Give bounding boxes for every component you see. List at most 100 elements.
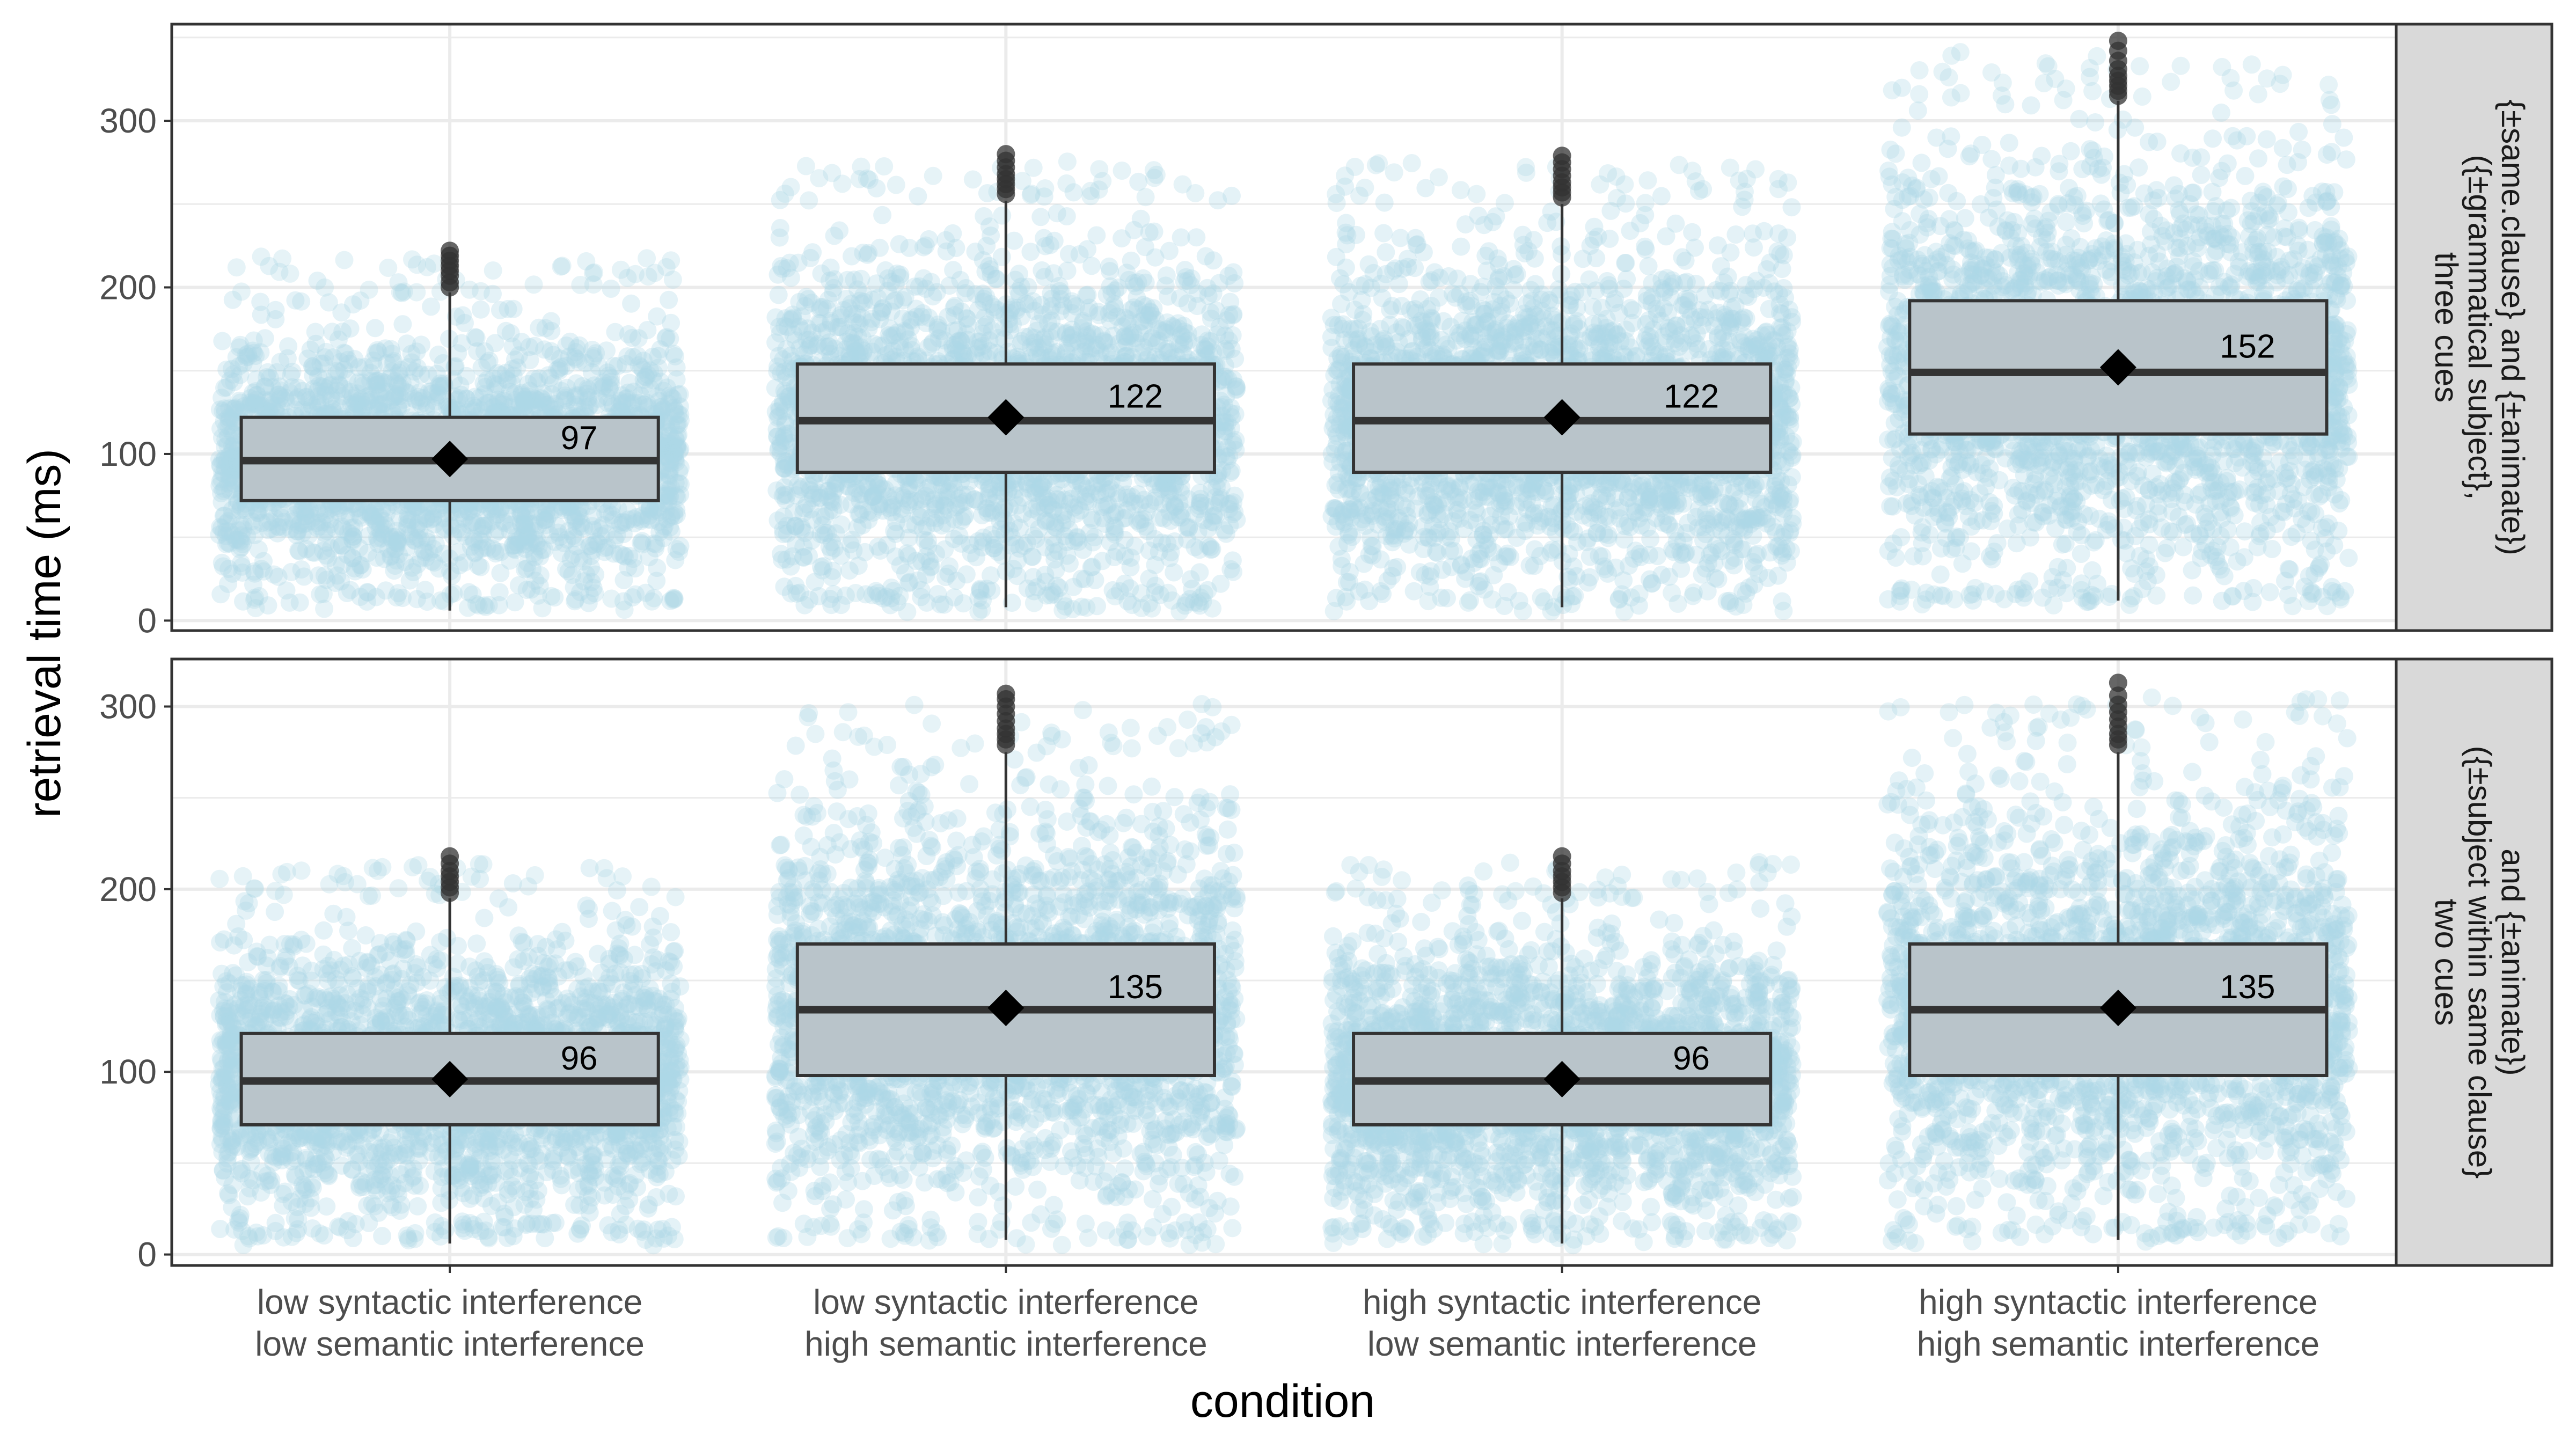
data-point (295, 515, 313, 533)
data-point (1027, 530, 1045, 548)
data-point (429, 346, 448, 364)
data-point (481, 500, 499, 518)
data-point (606, 323, 624, 341)
data-point (622, 295, 640, 313)
data-point (228, 258, 246, 276)
data-point (1031, 208, 1050, 226)
outlier-point (441, 241, 459, 260)
data-point (292, 560, 311, 579)
data-point (1058, 262, 1077, 280)
data-point (585, 264, 603, 282)
data-point (386, 539, 405, 558)
data-point (589, 535, 608, 553)
data-point (484, 369, 502, 387)
data-point (211, 585, 230, 603)
data-point (360, 281, 378, 299)
data-point (643, 592, 661, 611)
data-point (464, 530, 482, 548)
data-point (314, 585, 333, 603)
data-point (537, 319, 555, 338)
data-point (654, 529, 672, 547)
data-point (525, 275, 543, 294)
data-point (1100, 258, 1118, 276)
data-point (774, 487, 792, 505)
data-point (369, 343, 387, 361)
data-point (568, 339, 586, 357)
data-point (368, 529, 386, 547)
data-point (472, 282, 490, 301)
data-point (316, 279, 334, 297)
data-point (1122, 548, 1140, 567)
data-point (534, 384, 552, 402)
data-point (821, 538, 839, 556)
data-point (504, 338, 522, 356)
data-point (486, 334, 504, 352)
data-point (333, 537, 351, 555)
data-point (316, 566, 334, 584)
data-point (770, 286, 788, 304)
data-point (215, 507, 233, 525)
data-point (638, 249, 656, 267)
data-point (484, 261, 502, 280)
y-tick-label: 300 (99, 101, 157, 140)
data-point (566, 590, 584, 609)
data-point (936, 231, 955, 250)
mean-value-label: 97 (561, 420, 598, 457)
data-point (504, 300, 523, 318)
data-point (408, 555, 427, 574)
y-tick-label: 0 (137, 601, 157, 640)
data-point (346, 562, 364, 581)
data-point (467, 329, 486, 347)
data-point (279, 349, 297, 368)
data-point (541, 342, 560, 360)
data-point (271, 500, 289, 518)
data-point (213, 464, 231, 482)
data-point (225, 373, 243, 391)
data-point (822, 492, 840, 510)
data-point (657, 258, 676, 276)
data-point (1058, 207, 1076, 225)
data-point (457, 367, 475, 385)
data-point (850, 557, 868, 575)
data-point (648, 559, 666, 577)
data-point (819, 337, 838, 355)
data-point (595, 377, 613, 395)
y-tick-label: 200 (99, 268, 157, 306)
data-point (251, 293, 269, 311)
data-point (890, 235, 909, 253)
data-point (664, 589, 683, 607)
data-point (602, 280, 620, 298)
data-point (320, 501, 338, 519)
data-point (854, 244, 872, 262)
data-point (508, 358, 526, 377)
data-point (469, 557, 487, 575)
data-point (333, 323, 352, 341)
data-point (771, 219, 789, 237)
data-point (231, 501, 250, 519)
data-point (220, 412, 238, 430)
data-point (252, 247, 270, 266)
data-point (256, 329, 274, 347)
data-point (616, 601, 634, 619)
data-point (213, 332, 231, 350)
data-point (789, 254, 808, 272)
data-point (1185, 538, 1204, 557)
data-point (1201, 303, 1219, 321)
data-point (422, 297, 440, 316)
data-point (633, 532, 652, 550)
data-point (374, 373, 392, 391)
data-point (641, 361, 659, 379)
data-point (899, 515, 918, 533)
data-point (387, 588, 406, 606)
data-point (407, 283, 426, 302)
data-point (867, 274, 885, 292)
data-point (472, 301, 490, 319)
data-point (402, 354, 421, 372)
data-point (258, 514, 276, 532)
data-point (975, 207, 993, 225)
data-point (287, 390, 305, 408)
data-point (617, 390, 635, 408)
data-point (339, 351, 357, 369)
data-point (912, 588, 930, 606)
